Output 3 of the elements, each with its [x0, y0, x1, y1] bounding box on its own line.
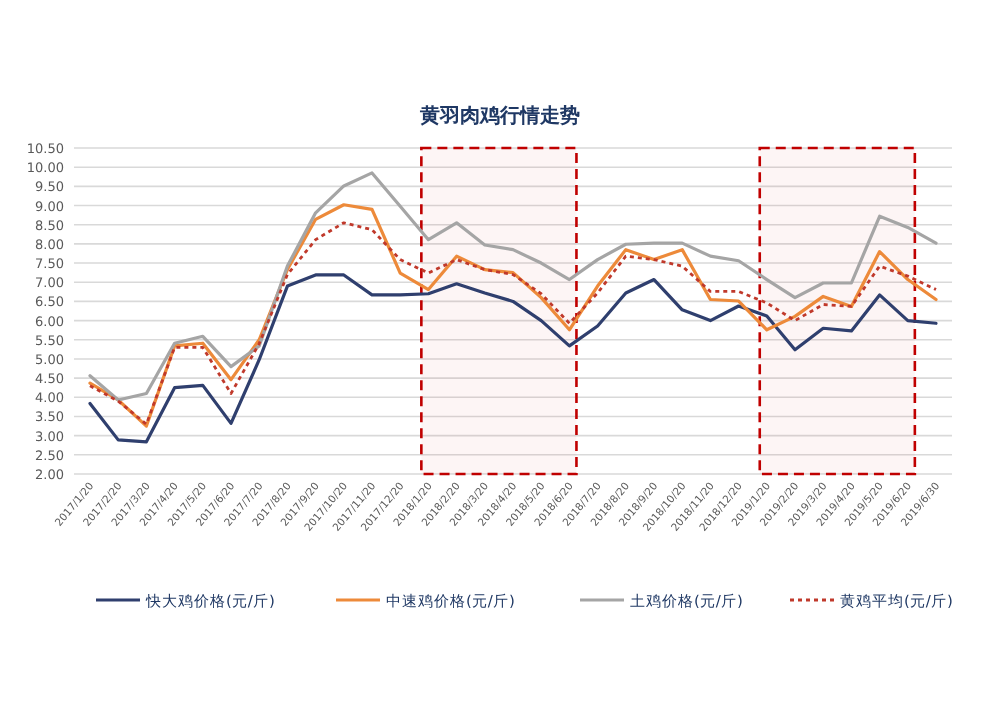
line-series: [88, 171, 938, 402]
line-series: [88, 273, 938, 444]
chart-title: 黄羽肉鸡行情走势: [418, 104, 580, 128]
